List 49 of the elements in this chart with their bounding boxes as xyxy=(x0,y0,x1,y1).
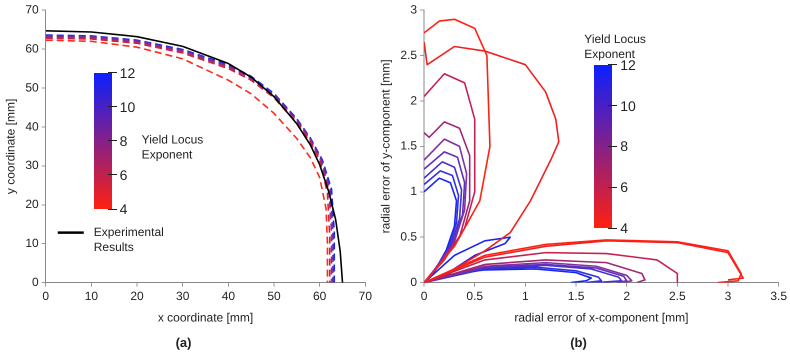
x-tick-label: 0 xyxy=(42,289,50,304)
x-axis-title: radial error of x-component [mm] xyxy=(514,310,688,325)
annotation: 8 xyxy=(620,137,628,156)
y-tick-label: 2 xyxy=(410,93,418,108)
annotation: 10 xyxy=(620,96,636,115)
x-tick-label: 1 xyxy=(522,289,530,304)
x-tick-label: 2 xyxy=(623,289,630,304)
y-axis-title: radial error of y-component [mm] xyxy=(378,59,393,234)
color-bar-title: Yield Locus Exponent xyxy=(584,32,646,61)
y-tick-label: 2.5 xyxy=(400,48,418,62)
x-tick-label: 3 xyxy=(724,289,732,304)
x-tick-label: 60 xyxy=(312,289,327,304)
annotation: 6 xyxy=(620,178,628,196)
annotation: 4 xyxy=(620,219,628,238)
text: (b) xyxy=(570,334,587,350)
x-axis-title: x coordinate [mm] xyxy=(158,310,254,325)
annotation: 10 xyxy=(120,98,136,116)
x-tick-label: 20 xyxy=(130,289,144,304)
x-tick-label: 1.5 xyxy=(568,289,585,304)
x-tick-label: 40 xyxy=(222,289,236,304)
x-tick-label: 0.5 xyxy=(466,289,484,304)
legend-label: Experimental Results xyxy=(94,224,164,254)
y-tick-label: 10 xyxy=(25,236,40,250)
x-tick-label: 3.5 xyxy=(770,289,788,304)
y-tick-label: 0 xyxy=(32,274,40,289)
y-tick-label: 1.5 xyxy=(400,138,418,153)
y-tick-label: 0 xyxy=(410,274,418,289)
annotation: 6 xyxy=(120,166,128,184)
x-tick-label: 70 xyxy=(358,289,372,304)
annotation: 12 xyxy=(120,64,136,82)
annotation: 4 xyxy=(120,200,128,218)
x-tick-label: 50 xyxy=(267,289,282,304)
x-tick-label: 0 xyxy=(420,289,428,304)
annotation: 8 xyxy=(120,132,128,150)
text: (a) xyxy=(176,334,192,350)
y-tick-label: 0.5 xyxy=(400,230,418,244)
y-axis-title: y coordinate [mm] xyxy=(4,98,18,194)
y-tick-label: 20 xyxy=(25,197,40,212)
y-tick-label: 40 xyxy=(25,119,40,134)
x-tick-label: 30 xyxy=(176,289,190,304)
y-tick-label: 50 xyxy=(25,80,40,94)
y-tick-label: 30 xyxy=(25,158,40,172)
y-tick-label: 1 xyxy=(410,184,418,198)
y-tick-label: 3 xyxy=(410,2,418,17)
y-tick-label: 70 xyxy=(25,2,40,17)
x-tick-label: 10 xyxy=(84,289,98,304)
x-tick-label: 2.5 xyxy=(669,289,686,304)
y-tick-label: 60 xyxy=(25,41,40,56)
color-bar-title: Yield Locus Exponent xyxy=(142,132,204,162)
